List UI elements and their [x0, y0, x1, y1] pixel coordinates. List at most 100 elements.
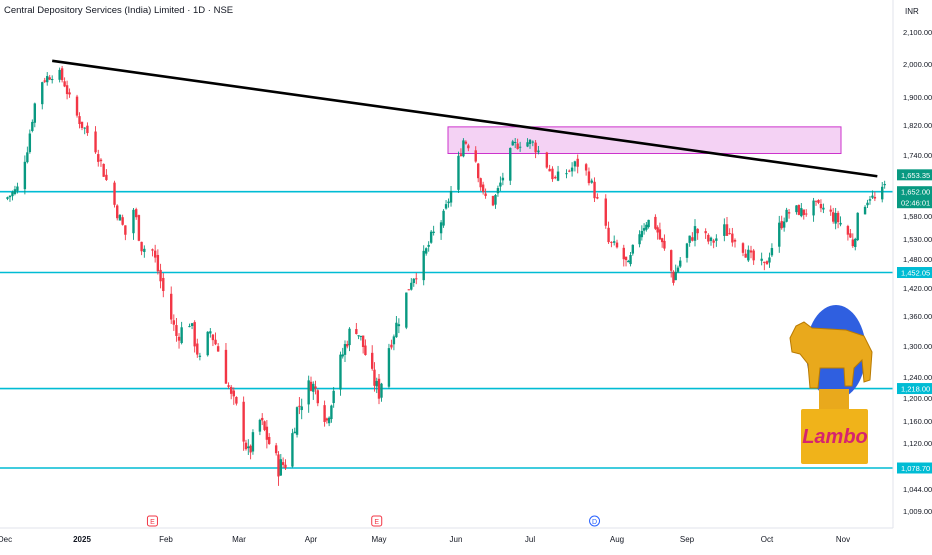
candle [429, 229, 433, 244]
candle-body [814, 200, 818, 202]
price-badge: 1,218.00 [897, 383, 932, 395]
candle-body [26, 152, 29, 163]
logo-trophy-icon [819, 389, 849, 411]
candle-body [180, 327, 183, 344]
candle-body [58, 69, 61, 80]
candle [348, 327, 351, 352]
earnings-marker[interactable]: E [371, 515, 383, 527]
candle [627, 259, 630, 263]
candle-body [8, 195, 12, 198]
candle-body [615, 242, 619, 248]
y-tick-label: 1,580.00 [903, 212, 932, 221]
candle-body [249, 445, 252, 453]
candle-body [75, 96, 79, 116]
horizontal-levels [0, 190, 893, 469]
price-badge-label: 1,452.05 [901, 269, 930, 278]
candle [177, 333, 181, 349]
candle-body [316, 390, 319, 404]
candle [153, 244, 157, 263]
candle-body [656, 227, 659, 233]
candle [669, 249, 673, 278]
candle [33, 102, 37, 128]
candle [143, 245, 146, 258]
candle-body [68, 92, 71, 95]
price-badge: 1,452.05 [897, 267, 932, 279]
candle-body [251, 432, 255, 452]
candle-body [267, 436, 271, 445]
candle [162, 273, 165, 298]
candle [752, 248, 755, 265]
candle [831, 207, 835, 224]
candle [795, 205, 798, 215]
candle-body [380, 383, 383, 398]
candle-body [407, 289, 411, 291]
candle [343, 340, 347, 363]
y-tick-label: 2,000.00 [903, 60, 932, 69]
candle-body [707, 234, 710, 242]
candle [528, 139, 532, 149]
candle-body [501, 177, 505, 181]
candle [300, 398, 303, 420]
price-badge-bg [897, 186, 932, 209]
candle-body [327, 417, 331, 424]
candle-body [6, 197, 9, 199]
candle-body [573, 161, 577, 167]
candle-body [836, 212, 840, 223]
y-tick-label: 1,820.00 [903, 121, 932, 130]
candle-body [752, 250, 755, 261]
candle [193, 320, 196, 353]
candle [576, 154, 579, 174]
candle-body [685, 243, 689, 258]
x-tick-labels[interactable]: Dec 2025 Feb Mar Apr May Jun Jul Aug Sep Oct Nov [0, 535, 850, 544]
candle-body [405, 292, 408, 328]
candle [263, 420, 266, 432]
candle-body [427, 244, 430, 247]
candle [709, 236, 713, 246]
candle [118, 214, 122, 221]
candle [341, 347, 344, 359]
candle [834, 207, 837, 230]
candle [593, 177, 596, 203]
dividend-marker[interactable]: D [589, 515, 601, 527]
candle [516, 138, 519, 150]
candle [565, 169, 568, 179]
candle-body [83, 127, 86, 129]
candle-body [660, 238, 664, 243]
candle [674, 264, 677, 281]
candle-body [846, 226, 850, 235]
candle-body [348, 328, 351, 346]
candle [291, 428, 294, 468]
trendline [52, 59, 878, 178]
candle [415, 272, 418, 285]
candle-body [312, 383, 315, 392]
logo-trophy-base-icon [801, 409, 868, 464]
candle-body [284, 464, 287, 468]
y-tick-label: 2,100.00 [903, 28, 932, 37]
candle [392, 334, 396, 351]
candle [216, 343, 220, 352]
earnings-marker[interactable]: E [146, 515, 158, 527]
candle-body [795, 205, 798, 213]
candle [685, 242, 689, 263]
candle [638, 230, 641, 248]
candle [663, 234, 666, 251]
y-tick-label: 1,009.00 [903, 507, 932, 516]
candle-body [691, 237, 694, 241]
candle-body [118, 214, 122, 221]
y-tick-label: 1,530.00 [903, 235, 932, 244]
candle-body [227, 385, 230, 387]
candle [749, 245, 753, 259]
candle [432, 225, 435, 236]
candle [75, 94, 79, 118]
candle-body [516, 143, 519, 149]
candle [457, 151, 460, 194]
price-badge-label: 1,652.00 [901, 188, 930, 197]
candle [267, 433, 271, 445]
candle [279, 453, 283, 476]
candle [442, 209, 445, 228]
candle [16, 182, 19, 194]
candle [361, 335, 365, 354]
candle-body [787, 212, 791, 214]
